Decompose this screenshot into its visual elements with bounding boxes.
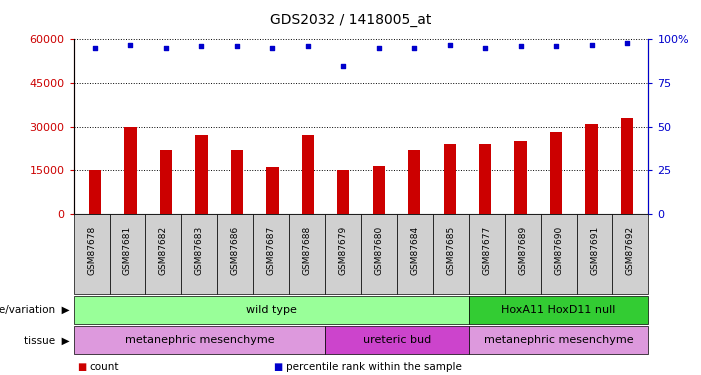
Point [444,42,456,48]
Point [586,42,597,48]
Text: count: count [90,362,119,372]
Bar [621,118,633,214]
Bar [301,135,314,214]
Text: ■: ■ [273,362,283,372]
Point [89,45,100,51]
Text: GSM87680: GSM87680 [374,226,383,275]
Text: GSM87687: GSM87687 [266,226,275,275]
Bar [231,150,243,214]
Text: GSM87685: GSM87685 [447,226,456,275]
Point [161,45,172,51]
Text: HoxA11 HoxD11 null: HoxA11 HoxD11 null [501,305,615,315]
Point [338,63,349,69]
Bar [515,141,527,214]
Text: GSM87679: GSM87679 [339,226,348,275]
Bar [89,170,101,214]
Bar [160,150,172,214]
Text: percentile rank within the sample: percentile rank within the sample [286,362,462,372]
Text: GSM87690: GSM87690 [554,226,563,275]
Text: GSM87683: GSM87683 [195,226,204,275]
Point [550,44,562,50]
Text: GSM87681: GSM87681 [123,226,132,275]
Text: GSM87689: GSM87689 [518,226,527,275]
Text: GSM87677: GSM87677 [482,226,491,275]
Text: GSM87678: GSM87678 [87,226,96,275]
Text: metanephric mesenchyme: metanephric mesenchyme [484,335,634,345]
Point [479,45,491,51]
Text: genotype/variation  ▶: genotype/variation ▶ [0,305,70,315]
Text: GSM87692: GSM87692 [626,226,635,275]
Text: GSM87684: GSM87684 [410,226,419,275]
Point [515,44,526,50]
Bar [372,166,385,214]
Text: GSM87691: GSM87691 [590,226,599,275]
Point [622,40,633,46]
Bar [408,150,421,214]
Point [125,42,136,48]
Text: GSM87686: GSM87686 [231,226,240,275]
Text: ureteric bud: ureteric bud [363,335,431,345]
Point [373,45,384,51]
Bar [550,132,562,214]
Text: GDS2032 / 1418005_at: GDS2032 / 1418005_at [270,13,431,27]
Text: wild type: wild type [246,305,297,315]
Point [231,44,243,50]
Text: GSM87688: GSM87688 [303,226,312,275]
Bar [337,170,350,214]
Point [266,45,278,51]
Bar [585,124,598,214]
Text: ■: ■ [77,362,86,372]
Bar [444,144,456,214]
Bar [266,167,278,214]
Point [409,45,420,51]
Point [302,44,313,50]
Text: tissue  ▶: tissue ▶ [25,335,70,345]
Point [196,44,207,50]
Bar [479,144,491,214]
Text: metanephric mesenchyme: metanephric mesenchyme [125,335,274,345]
Text: GSM87682: GSM87682 [159,226,168,275]
Bar [124,127,137,214]
Bar [195,135,207,214]
